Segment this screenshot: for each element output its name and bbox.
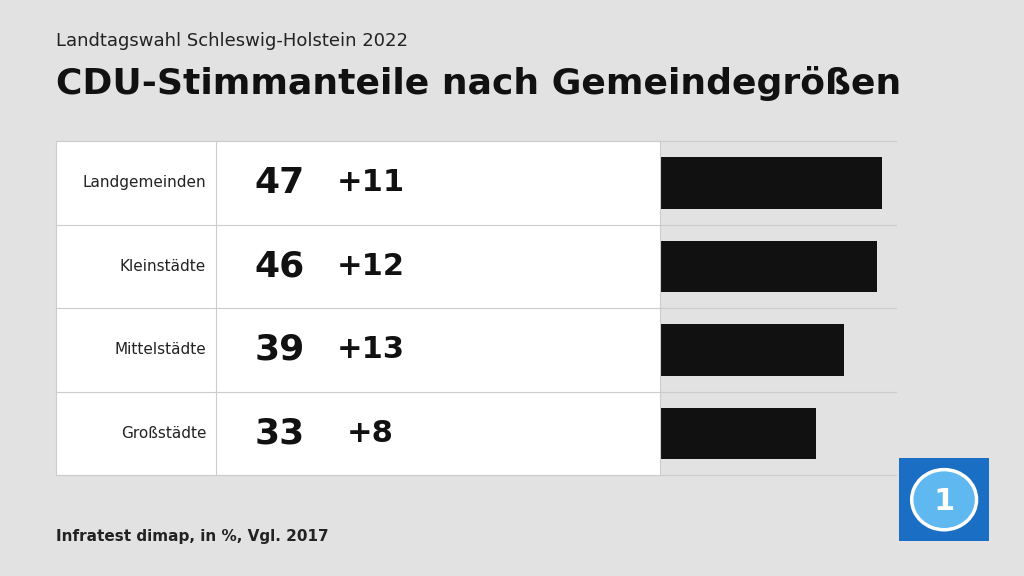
Text: 39: 39 bbox=[255, 333, 305, 367]
Text: 46: 46 bbox=[255, 249, 305, 283]
Text: Kleinstädte: Kleinstädte bbox=[120, 259, 206, 274]
FancyBboxPatch shape bbox=[896, 456, 992, 544]
Text: Großstädte: Großstädte bbox=[121, 426, 206, 441]
Bar bbox=[56, 141, 660, 475]
Text: Landtagswahl Schleswig-Holstein 2022: Landtagswahl Schleswig-Holstein 2022 bbox=[56, 32, 409, 50]
Text: 47: 47 bbox=[255, 166, 305, 200]
Text: 33: 33 bbox=[255, 416, 305, 450]
Text: +8: +8 bbox=[347, 419, 394, 448]
Bar bbox=[660, 408, 816, 459]
Bar bbox=[660, 324, 844, 376]
Text: Landgemeinden: Landgemeinden bbox=[83, 175, 206, 191]
Text: Infratest dimap, in %, Vgl. 2017: Infratest dimap, in %, Vgl. 2017 bbox=[56, 529, 329, 544]
Text: +13: +13 bbox=[337, 335, 404, 365]
Text: +11: +11 bbox=[337, 168, 404, 198]
Circle shape bbox=[911, 469, 977, 530]
Text: Mittelstädte: Mittelstädte bbox=[115, 342, 206, 358]
Bar bbox=[660, 241, 878, 292]
Bar bbox=[56, 141, 660, 475]
Text: CDU-Stimmanteile nach Gemeindegrößen: CDU-Stimmanteile nach Gemeindegrößen bbox=[56, 66, 901, 101]
Bar bbox=[660, 157, 882, 209]
Text: +12: +12 bbox=[337, 252, 404, 281]
Text: 1: 1 bbox=[934, 487, 954, 516]
